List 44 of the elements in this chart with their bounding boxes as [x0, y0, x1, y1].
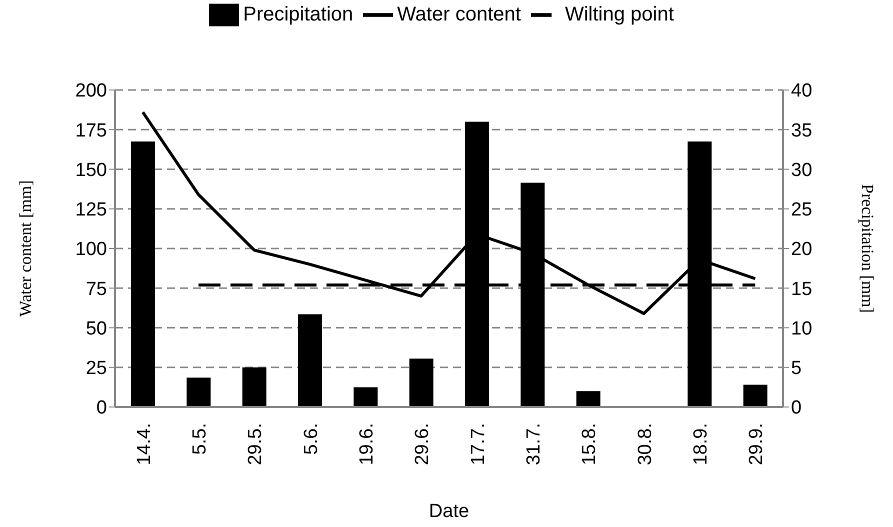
x-tick-label: 30.8.	[634, 423, 656, 466]
legend-label: Precipitation	[243, 3, 354, 26]
y-tick-label: 75	[86, 278, 107, 300]
x-tick-label: 18.9.	[690, 423, 712, 466]
y2-tick-label: 30	[791, 160, 812, 181]
y2-tick-label: 35	[791, 120, 812, 142]
bar	[131, 142, 155, 407]
y2-tick-label: 5	[791, 358, 802, 380]
legend-label: Wilting point	[564, 3, 674, 26]
x-tick-label: 29.5.	[245, 423, 266, 466]
x-axis-title: Date	[428, 501, 470, 522]
y2-tick-label: 25	[791, 200, 812, 221]
y2-tick-label: 10	[791, 318, 812, 340]
bar	[242, 367, 266, 407]
bar	[576, 391, 600, 407]
y2-tick-label: 15	[791, 278, 812, 300]
bar	[354, 387, 378, 407]
bar	[298, 314, 322, 407]
y2-tick-label: 0	[791, 398, 802, 419]
y2-tick-label: 20	[791, 239, 812, 260]
y-tick-label: 0	[96, 398, 107, 419]
x-tick-label: 5.5.	[190, 423, 210, 455]
x-tick-label: 29.9.	[746, 423, 768, 466]
y-axis-title: Water content [mm]	[16, 180, 36, 317]
y-tick-label: 125	[75, 200, 107, 221]
x-tick-label: 31.7.	[524, 423, 544, 466]
x-tick-label: 29.6.	[412, 423, 434, 466]
bar	[409, 358, 434, 407]
y-tick-label: 150	[75, 160, 107, 181]
bar	[186, 378, 211, 407]
y-tick-label: 100	[75, 239, 107, 260]
x-tick-label: 14.4.	[134, 423, 155, 466]
x-tick-label: 17.7.	[468, 423, 489, 466]
y2-axis-title: Precipitation [mm]	[858, 184, 877, 313]
y-tick-label: 175	[75, 120, 107, 142]
legend-label: Water content	[397, 3, 521, 26]
y2-tick-label: 40	[791, 80, 812, 102]
y-tick-label: 50	[86, 318, 107, 340]
bar	[743, 384, 768, 407]
y-tick-label: 200	[75, 80, 107, 102]
x-tick-label: 15.8.	[579, 423, 600, 466]
x-tick-label: 19.6.	[356, 423, 378, 466]
y-tick-label: 25	[86, 358, 107, 380]
x-tick-label: 5.6.	[300, 423, 322, 455]
